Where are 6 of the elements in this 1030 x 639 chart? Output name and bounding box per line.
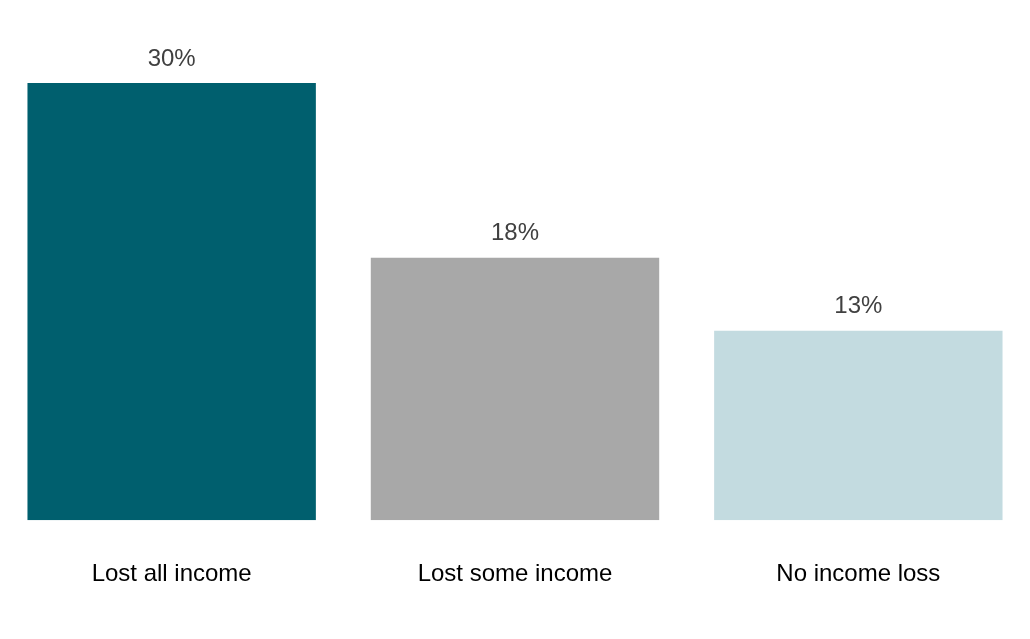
data-label: 18% xyxy=(490,218,540,246)
x-tick-label: Lost all income xyxy=(91,559,252,587)
data-label: 30% xyxy=(147,43,196,71)
x-tick-label: Lost some income xyxy=(417,559,613,587)
x-tick-label: No income loss xyxy=(776,559,941,587)
data-label: 13% xyxy=(834,291,883,319)
